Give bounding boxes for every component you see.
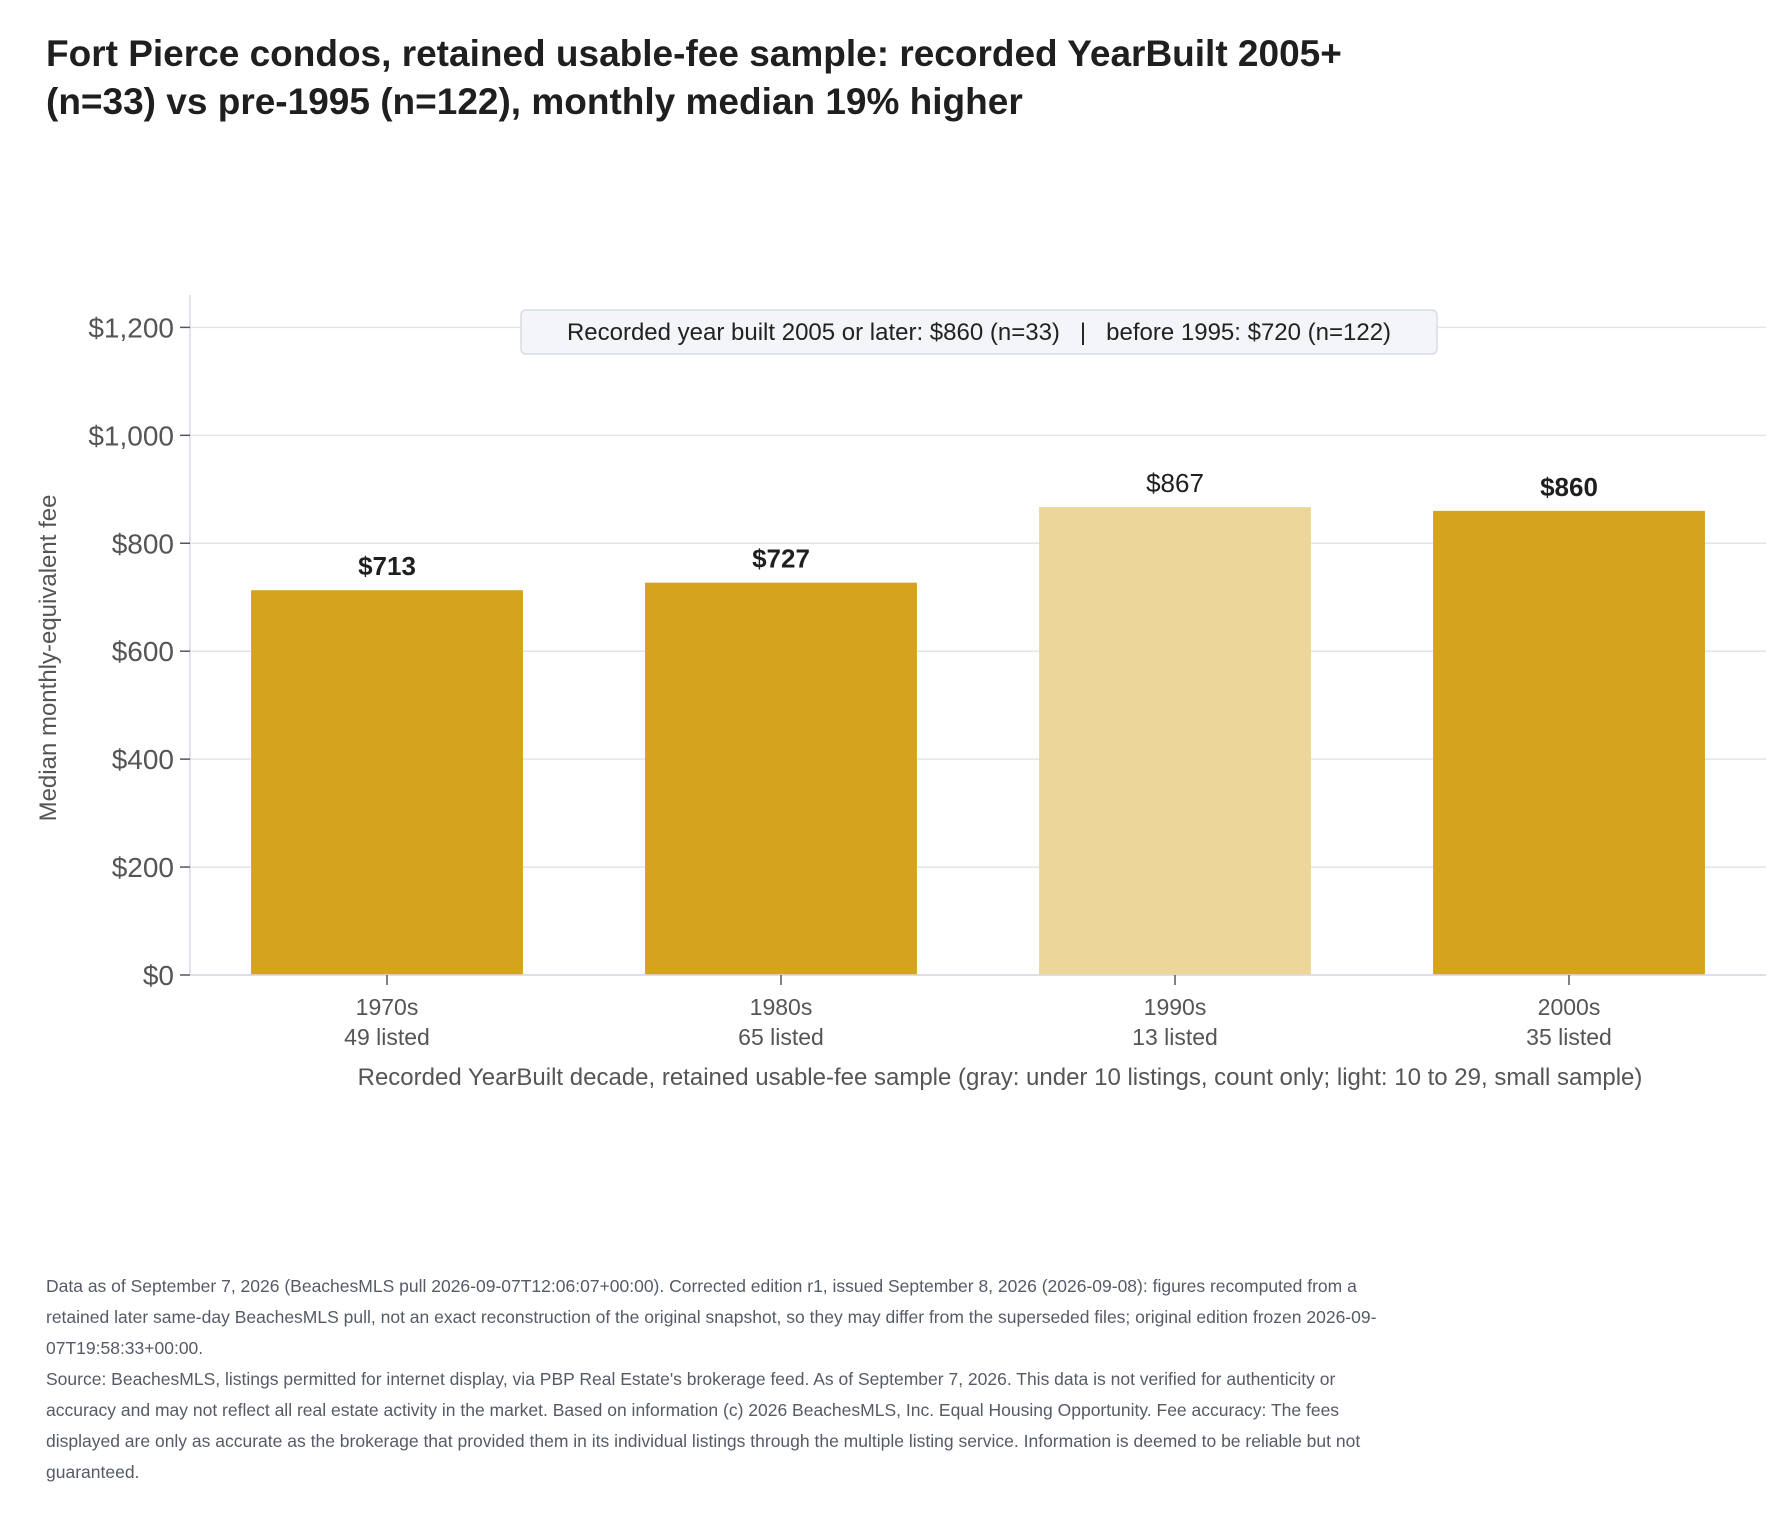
x-axis-title: Recorded YearBuilt decade, retained usab… (358, 1064, 1643, 1091)
x-tick-sublabel: 35 listed (1526, 1024, 1612, 1050)
y-tick-label: $1,200 (88, 312, 174, 343)
x-tick-sublabel: 13 listed (1132, 1024, 1218, 1050)
y-axis-ticks: $0 $200 $400 $600 $800 $1,000 $1,200 (88, 312, 190, 991)
chart-title: Fort Pierce condos, retained usable-fee … (46, 33, 1342, 122)
bar-value-label: $860 (1540, 472, 1598, 502)
footer-source: Source: BeachesMLS, listings permitted f… (46, 1369, 1361, 1482)
y-tick-label: $600 (112, 636, 174, 667)
bar-chart: $0$200$400$600$800$1,000$1,200 $713 $727$… (35, 295, 1766, 1091)
y-axis-title: Median monthly-equivalent fee (35, 495, 62, 822)
x-tick-label: 1970s (356, 994, 419, 1020)
x-tick-label: 1990s (1144, 994, 1207, 1020)
y-tick-label: $400 (112, 744, 174, 775)
bar-1970s (251, 590, 523, 975)
bar-value-label: $713 (358, 551, 416, 581)
bar-value-label: $727 (752, 544, 810, 574)
bar-value-label: $867 (1146, 468, 1204, 498)
y-tick-label: $800 (112, 528, 174, 559)
x-axis-labels: 1970s 49 listed 1980s 65 listed 1990s 13 list… (344, 975, 1612, 1050)
annotation-text: Recorded year built 2005 or later: $860 … (567, 319, 1391, 346)
bar-1980s (645, 582, 917, 975)
x-tick-sublabel: 49 listed (344, 1024, 430, 1050)
x-tick-label: 1980s (750, 994, 813, 1020)
annotation-box (520, 309, 1438, 355)
bar-2000s (1433, 510, 1705, 975)
summary-annotation: Recorded year built 2005 or later: $860 … (520, 309, 1438, 355)
footer: Data as of September 7, 2026 (BeachesMLS… (46, 1271, 1406, 1488)
y-tick-label: $1,000 (88, 420, 174, 451)
footer-note: Data as of September 7, 2026 (BeachesMLS… (46, 1276, 1377, 1358)
x-tick-sublabel: 65 listed (738, 1024, 824, 1050)
y-tick-label: $200 (112, 852, 174, 883)
bar-1990s (1039, 507, 1311, 975)
bars: $713 $727 $867 $860 (190, 468, 1766, 976)
x-tick-label: 2000s (1538, 994, 1601, 1020)
y-tick-label: $0 (143, 960, 174, 991)
